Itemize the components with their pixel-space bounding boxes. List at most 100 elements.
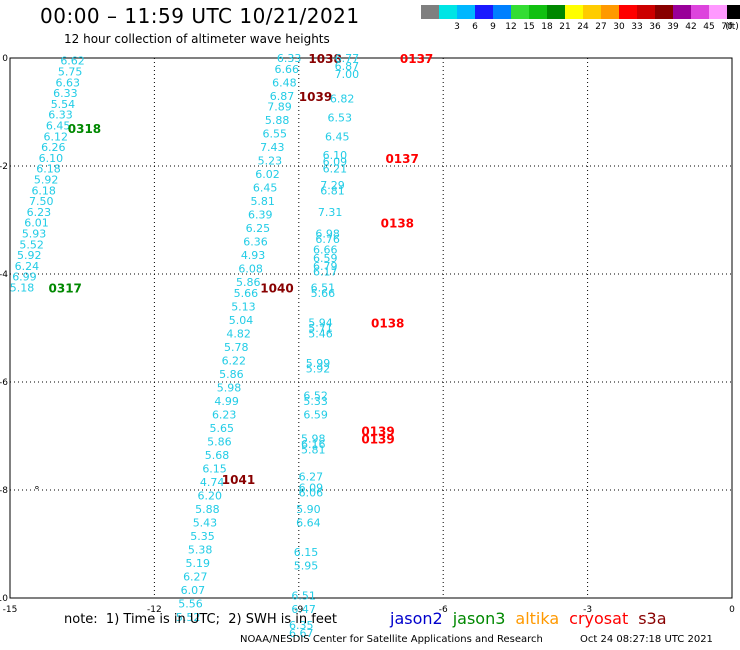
swh-value-label: 6.33: [53, 87, 78, 100]
swh-value-label: 6.25: [246, 222, 271, 235]
swh-value-label: 6.63: [56, 76, 81, 89]
pass-time-label: 0318: [68, 122, 101, 136]
swh-value-label: 5.19: [185, 557, 210, 570]
x-tick-label: -15: [3, 605, 18, 615]
swh-value-label: 7.89: [267, 101, 292, 114]
swh-value-label: 5.81: [301, 444, 326, 457]
swh-value-label: 6.08: [238, 263, 263, 276]
color-scale-label: 9: [490, 22, 496, 32]
y-tick-label: -4: [0, 270, 8, 280]
swh-value-label: 6.10: [323, 149, 348, 162]
color-scale-label: 21: [559, 22, 571, 32]
color-swatch: [439, 5, 457, 19]
swh-value-label: 5.95: [294, 560, 319, 573]
color-scale-label: 70: [721, 22, 733, 32]
swh-value-label: 5.86: [236, 276, 261, 289]
swh-value-label: 5.23: [258, 155, 283, 168]
swh-value-label: 5.81: [250, 195, 275, 208]
color-scale-label: 15: [523, 22, 535, 32]
swh-value-label: 5.99: [306, 357, 331, 370]
swh-value-label: 5.65: [210, 422, 235, 435]
chart-note: note: 1) Time is in UTC; 2) SWH is in fe…: [64, 612, 337, 627]
swh-value-label: 5.56: [178, 597, 203, 610]
series-legend: jason2 jason3 altika cryosat s3a: [390, 609, 677, 628]
color-scale-label: 42: [685, 22, 697, 32]
swh-value-label: 6.77: [335, 52, 360, 65]
swh-value-label: 5.71: [308, 322, 333, 335]
swh-value-label: 5.78: [224, 341, 249, 354]
legend-entry: s3a: [638, 609, 667, 628]
swh-value-label: 5.35: [190, 530, 215, 543]
swh-value-label: 6.45: [325, 130, 350, 143]
swh-value-label: 5.33: [303, 395, 328, 408]
pass-time-label: 1038: [308, 52, 341, 66]
swh-value-label: 6.01: [24, 217, 49, 230]
swh-value-label: 7.29: [320, 179, 345, 192]
color-scale-label: 27: [595, 22, 607, 32]
color-swatch: [673, 5, 691, 19]
color-scale-label: 24: [577, 22, 589, 32]
swh-value-label: 5.94: [308, 317, 333, 330]
swh-value-label: 6.15: [202, 462, 227, 475]
swh-value-label: 5.88: [195, 503, 220, 516]
x-tick-label: -6: [439, 605, 448, 615]
swh-value-label: 6.47: [291, 603, 316, 616]
y-tick-label: -10: [0, 594, 8, 604]
color-swatch: [727, 5, 740, 19]
swh-value-label: 5.18: [10, 282, 35, 295]
swh-value-label: 6.62: [60, 55, 85, 68]
swh-value-label: 5.75: [58, 66, 83, 79]
color-swatch: [511, 5, 529, 19]
swh-value-label: 5.52: [176, 611, 201, 624]
swh-value-label: 6.07: [181, 584, 206, 597]
x-tick-label: 0: [729, 605, 735, 615]
color-swatch: [475, 5, 493, 19]
swh-value-label: 6.10: [39, 152, 64, 165]
swh-value-label: 6.24: [15, 260, 40, 273]
color-scale-label: 6: [472, 22, 478, 32]
y-tick-label: -8: [0, 486, 8, 496]
swh-value-label: 6.23: [27, 206, 52, 219]
color-swatch: [691, 5, 709, 19]
color-scale-label: 39: [667, 22, 679, 32]
color-swatch: [619, 5, 637, 19]
swh-value-label: 6.09: [299, 481, 324, 494]
swh-value-label: 6.21: [323, 163, 348, 176]
swh-value-label: 6.59: [303, 408, 328, 421]
swh-value-label: 6.48: [272, 76, 297, 89]
pass-time-label: 1041: [222, 473, 255, 487]
color-scale-unit: (ft): [725, 22, 739, 32]
swh-value-label: 6.53: [327, 111, 352, 124]
swh-value-label: 7.43: [260, 141, 285, 154]
pass-time-label: 0138: [371, 317, 404, 331]
swh-value-label: 5.52: [19, 238, 44, 251]
swh-value-label: 6.09: [323, 156, 348, 169]
swh-value-label: 4.82: [226, 327, 251, 340]
swh-value-label: 6.15: [294, 546, 319, 559]
swh-value-label: 6.18: [36, 163, 61, 176]
color-swatch: [601, 5, 619, 19]
swh-value-label: 5.13: [231, 300, 256, 313]
swh-value-label: 5.92: [306, 363, 331, 376]
swh-value-label: 5.98: [217, 381, 242, 394]
swh-value-label: 6.23: [212, 408, 237, 421]
swh-value-label: 6.12: [43, 130, 68, 143]
swh-value-label: 5.86: [219, 368, 244, 381]
x-tick-label: -12: [147, 605, 162, 615]
swh-value-label: 6.82: [330, 93, 355, 106]
swh-value-label: 5.98: [301, 433, 326, 446]
swh-value-label: 5.43: [193, 516, 218, 529]
swh-value-label: 6.98: [315, 228, 340, 241]
swh-value-label: 6.66: [313, 244, 338, 257]
swh-value-label: 4.74: [200, 476, 225, 489]
swh-value-label: 5.92: [17, 249, 42, 262]
chart-subtitle: 12 hour collection of altimeter wave hei…: [64, 32, 330, 46]
swh-value-label: 5.54: [51, 98, 76, 111]
swh-value-label: 5.46: [308, 327, 333, 340]
timestamp-text: Oct 24 08:27:18 UTC 2021: [580, 634, 713, 645]
color-swatch: [493, 5, 511, 19]
swh-value-label: 6.45: [46, 120, 71, 133]
color-scale-label: 12: [505, 22, 517, 32]
color-swatch: [421, 5, 439, 19]
location-marker: °: [34, 484, 40, 497]
